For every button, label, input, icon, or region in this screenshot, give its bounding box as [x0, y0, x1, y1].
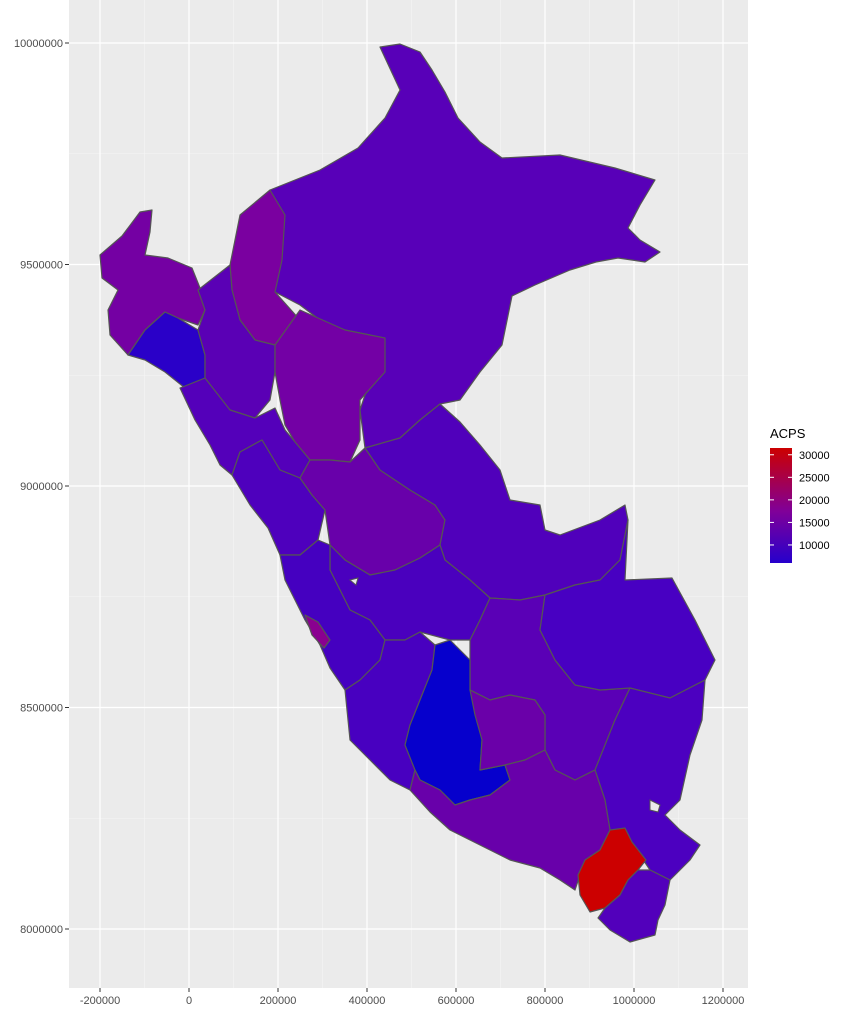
legend: ACPS 30000 25000 20000 15000 10000 — [770, 426, 830, 563]
y-tick-label: 9000000 — [20, 481, 63, 493]
x-tick-label: 200000 — [260, 995, 297, 1007]
y-tick-label: 8000000 — [20, 924, 63, 936]
x-tick-label: -200000 — [80, 995, 120, 1007]
x-tick-label: 0 — [186, 995, 192, 1007]
axes: -200000 0 200000 400000 600000 800000 1000000 1… — [14, 38, 744, 1007]
legend-label: 30000 — [799, 450, 830, 462]
legend-ticks: 30000 25000 20000 15000 10000 — [770, 450, 830, 552]
legend-label: 25000 — [799, 472, 830, 484]
y-tick-label: 8500000 — [20, 703, 63, 715]
y-tick-label: 9500000 — [20, 260, 63, 272]
legend-title: ACPS — [770, 426, 806, 441]
x-tick-label: 800000 — [527, 995, 564, 1007]
legend-colorbar — [770, 448, 792, 563]
x-tick-label: 1200000 — [702, 995, 745, 1007]
region-madre-de-dios — [539, 519, 716, 699]
legend-label: 15000 — [799, 517, 830, 529]
inland-gap — [348, 577, 359, 586]
lake-titicaca — [649, 799, 661, 813]
region-callao — [304, 614, 331, 649]
region-arequipa — [409, 749, 611, 891]
x-tick-label: 600000 — [438, 995, 475, 1007]
x-tick-label: 400000 — [349, 995, 386, 1007]
region-tacna — [597, 869, 671, 943]
peru-map — [99, 43, 716, 943]
legend-label: 10000 — [799, 540, 830, 552]
legend-label: 20000 — [799, 495, 830, 507]
x-tick-label: 1000000 — [613, 995, 656, 1007]
region-tumbes-piura — [99, 209, 206, 356]
y-tick-label: 10000000 — [14, 38, 63, 50]
